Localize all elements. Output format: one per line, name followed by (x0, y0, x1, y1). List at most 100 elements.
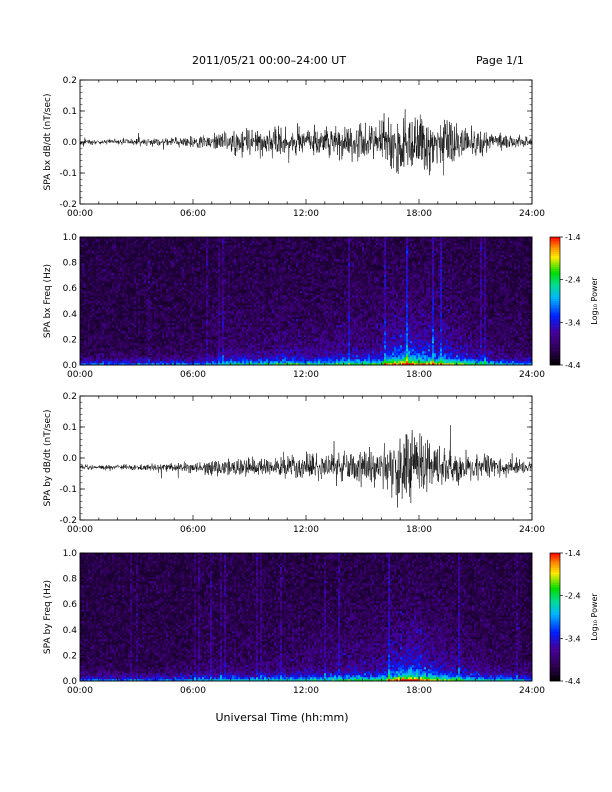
heatmap-cell (220, 357, 222, 359)
heatmap-cell (154, 249, 156, 251)
heatmap-cell (126, 297, 128, 299)
heatmap-cell (114, 299, 116, 301)
heatmap-cell (104, 309, 106, 311)
heatmap-cell (290, 309, 292, 311)
heatmap-cell (136, 357, 138, 359)
heatmap-cell (238, 347, 240, 349)
heatmap-cell (88, 325, 90, 327)
heatmap-cell (210, 331, 212, 333)
heatmap-cell (154, 309, 156, 311)
heatmap-cell (88, 351, 90, 353)
heatmap-cell (222, 319, 224, 321)
heatmap-cell (226, 339, 228, 341)
heatmap-cell (146, 299, 148, 301)
heatmap-cell (256, 355, 258, 357)
heatmap-cell (246, 275, 248, 277)
heatmap-cell (196, 263, 198, 265)
heatmap-cell (288, 343, 290, 345)
heatmap-cell (118, 285, 120, 287)
heatmap-cell (182, 333, 184, 335)
heatmap-cell (162, 263, 164, 265)
heatmap-cell (238, 341, 240, 343)
heatmap-cell (172, 355, 174, 357)
heatmap-cell (184, 355, 186, 357)
heatmap-cell (90, 337, 92, 339)
heatmap-cell (266, 247, 268, 249)
heatmap-cell (240, 327, 242, 329)
heatmap-cell (148, 311, 150, 313)
heatmap-cell (216, 293, 218, 295)
heatmap-cell (276, 251, 278, 253)
heatmap-cell (256, 343, 258, 345)
heatmap-cell (146, 345, 148, 347)
heatmap-cell (248, 355, 250, 357)
heatmap-cell (198, 327, 200, 329)
heatmap-cell (96, 311, 98, 313)
heatmap-cell (100, 301, 102, 303)
heatmap-cell (142, 281, 144, 283)
heatmap-cell (232, 283, 234, 285)
heatmap-cell (282, 357, 284, 359)
heatmap-cell (278, 265, 280, 267)
heatmap-cell (288, 239, 290, 241)
heatmap-cell (208, 303, 210, 305)
heatmap-cell (284, 265, 286, 267)
heatmap-cell (106, 259, 108, 261)
heatmap-cell (152, 247, 154, 249)
heatmap-cell (208, 321, 210, 323)
heatmap-cell (120, 355, 122, 357)
heatmap-cell (250, 301, 252, 303)
heatmap-cell (184, 333, 186, 335)
heatmap-cell (82, 245, 84, 247)
heatmap-cell (222, 283, 224, 285)
heatmap-cell (256, 263, 258, 265)
heatmap-cell (148, 273, 150, 275)
heatmap-cell (274, 297, 276, 299)
heatmap-cell (176, 239, 178, 241)
heatmap-cell (254, 329, 256, 331)
heatmap-cell (178, 359, 180, 361)
heatmap-cell (216, 329, 218, 331)
heatmap-cell (174, 313, 176, 315)
heatmap-cell (134, 359, 136, 361)
heatmap-cell (198, 309, 200, 311)
heatmap-cell (204, 249, 206, 251)
heatmap-cell (134, 313, 136, 315)
heatmap-cell (240, 283, 242, 285)
heatmap-cell (260, 291, 262, 293)
heatmap-cell (232, 361, 234, 363)
heatmap-cell (210, 351, 212, 353)
heatmap-cell (162, 251, 164, 253)
heatmap-cell (102, 323, 104, 325)
heatmap-cell (164, 359, 166, 361)
heatmap-cell (184, 239, 186, 241)
heatmap-cell (254, 315, 256, 317)
heatmap-cell (292, 323, 294, 325)
heatmap-cell (160, 323, 162, 325)
heatmap-cell (190, 353, 192, 355)
heatmap-cell (114, 309, 116, 311)
heatmap-cell (174, 287, 176, 289)
heatmap-cell (280, 353, 282, 355)
heatmap-cell (200, 301, 202, 303)
heatmap-cell (280, 343, 282, 345)
heatmap-cell (218, 245, 220, 247)
heatmap-cell (280, 313, 282, 315)
heatmap-cell (228, 293, 230, 295)
heatmap-cell (220, 321, 222, 323)
heatmap-cell (98, 293, 100, 295)
heatmap-cell (124, 343, 126, 345)
heatmap-cell (208, 345, 210, 347)
heatmap-cell (190, 305, 192, 307)
heatmap-cell (88, 361, 90, 363)
heatmap-cell (128, 349, 130, 351)
heatmap-cell (272, 259, 274, 261)
heatmap-cell (236, 327, 238, 329)
heatmap-cell (158, 247, 160, 249)
heatmap-cell (212, 321, 214, 323)
heatmap-cell (214, 299, 216, 301)
heatmap-cell (238, 253, 240, 255)
heatmap-cell (104, 357, 106, 359)
heatmap-cell (240, 297, 242, 299)
heatmap-cell (216, 275, 218, 277)
